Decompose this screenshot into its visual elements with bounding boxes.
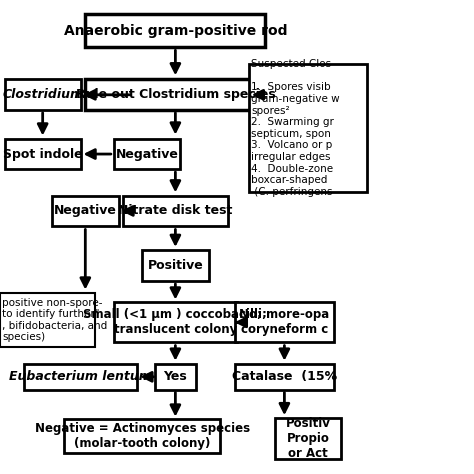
FancyBboxPatch shape <box>5 79 81 110</box>
FancyBboxPatch shape <box>24 364 137 390</box>
FancyBboxPatch shape <box>123 195 228 226</box>
FancyBboxPatch shape <box>52 195 118 226</box>
FancyBboxPatch shape <box>114 302 237 342</box>
FancyBboxPatch shape <box>0 292 95 347</box>
FancyBboxPatch shape <box>235 364 334 390</box>
FancyBboxPatch shape <box>85 79 265 110</box>
Text: Nitrate disk test: Nitrate disk test <box>118 204 233 218</box>
Text: Anaerobic gram-positive rod: Anaerobic gram-positive rod <box>64 24 287 38</box>
FancyBboxPatch shape <box>235 302 334 342</box>
FancyBboxPatch shape <box>114 138 180 170</box>
Text: Spot indole: Spot indole <box>3 147 82 161</box>
Text: Yes: Yes <box>164 370 187 383</box>
Text: No; more-opa
coryneform c: No; more-opa coryneform c <box>239 308 329 337</box>
FancyBboxPatch shape <box>5 138 81 170</box>
Text: Rule out Clostridium species: Rule out Clostridium species <box>75 88 275 101</box>
FancyBboxPatch shape <box>275 419 341 459</box>
Text: Eubacterium lentum: Eubacterium lentum <box>9 370 152 383</box>
Text: Catalase  (15%: Catalase (15% <box>232 370 337 383</box>
Text: Positiv
Propio
or Act: Positiv Propio or Act <box>286 417 330 460</box>
Text: Negative = Actinomyces species
(molar-tooth colony): Negative = Actinomyces species (molar-to… <box>35 422 250 450</box>
FancyBboxPatch shape <box>85 14 265 47</box>
Text: Clostridium: Clostridium <box>2 88 83 101</box>
Text: Negative: Negative <box>54 204 117 218</box>
FancyBboxPatch shape <box>249 64 367 192</box>
Text: Small (<1 μm ) coccobacilli;
translucent colony: Small (<1 μm ) coccobacilli; translucent… <box>83 308 267 337</box>
FancyBboxPatch shape <box>155 364 195 390</box>
Text: Suspected Clos

1.  Spores visib
gram-negative w
spores²
2.  Swarming gr
septicu: Suspected Clos 1. Spores visib gram-nega… <box>251 59 340 197</box>
Text: Positive: Positive <box>147 259 203 272</box>
FancyBboxPatch shape <box>64 419 220 453</box>
Text: Negative: Negative <box>116 147 178 161</box>
Text: positive non-spore-
to identify further"
, bifidobacteria, and
species): positive non-spore- to identify further"… <box>2 298 108 342</box>
FancyBboxPatch shape <box>142 250 209 281</box>
